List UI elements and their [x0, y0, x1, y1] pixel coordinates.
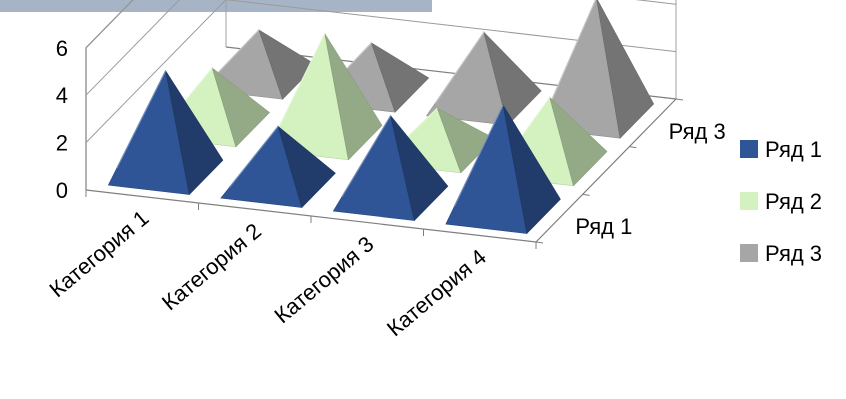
- pyramid-side-face: [483, 31, 542, 126]
- depth-tick: [629, 146, 637, 149]
- pyramid-side-face: [370, 42, 430, 113]
- pyramid: [445, 104, 561, 235]
- pyramid-side-face: [549, 96, 608, 187]
- category-label: Категория 1: [45, 205, 154, 302]
- legend-label: Ряд 3: [765, 241, 822, 266]
- pyramid-highlight: [228, 126, 279, 188]
- category-label: Категория 4: [382, 244, 491, 341]
- pyramid-side-face: [596, 0, 655, 139]
- pyramid-highlight: [341, 115, 392, 198]
- legend-swatch: [740, 192, 758, 210]
- pyramid-side-face: [324, 33, 383, 161]
- pyramid: [538, 0, 655, 139]
- pyramid-highlight: [275, 33, 326, 134]
- pyramid-highlight: [547, 0, 597, 110]
- pyramid: [266, 32, 383, 161]
- legend-swatch: [740, 140, 758, 158]
- depth-axis-labels: Ряд 1 Ряд 3: [575, 119, 725, 239]
- legend-swatch: [740, 244, 758, 262]
- pyramid-side-face: [165, 70, 224, 196]
- pyramid-side-face: [390, 115, 449, 222]
- x-axis-categories: Категория 1 Категория 2 Категория 3 Кате…: [45, 205, 491, 341]
- pyramid-side-face: [258, 29, 317, 100]
- depth-label: Ряд 3: [669, 119, 726, 144]
- pyramid-highlight: [434, 31, 485, 104]
- chart-pyramids: [107, 0, 655, 235]
- legend: Ряд 1 Ряд 2 Ряд 3: [740, 137, 822, 266]
- wall-edge: [85, 0, 134, 190]
- gridline: [85, 0, 677, 143]
- legend-label: Ряд 2: [765, 189, 822, 214]
- category-label: Категория 3: [270, 231, 379, 328]
- y-tick-label: 6: [56, 36, 68, 61]
- depth-tick: [675, 98, 684, 101]
- depth-tick: [535, 241, 544, 244]
- pyramid: [426, 31, 542, 126]
- legend-label: Ряд 1: [765, 137, 822, 162]
- pyramid-side-face: [436, 107, 495, 174]
- pyramid: [107, 69, 224, 196]
- pyramid-highlight: [116, 70, 167, 169]
- window-title-strip: [0, 0, 432, 12]
- pyramid-side-face: [277, 125, 336, 209]
- y-tick-label: 4: [56, 83, 68, 108]
- pyramid-side-face: [502, 104, 561, 235]
- depth-label: Ряд 1: [575, 214, 632, 239]
- pyramid: [332, 114, 449, 222]
- gridlines: [85, 0, 684, 249]
- pyramid-highlight: [453, 104, 504, 207]
- gridline: [85, 0, 134, 49]
- depth-tick: [582, 193, 590, 196]
- gridline: [85, 0, 677, 96]
- category-label: Категория 2: [157, 218, 266, 315]
- pyramid: [220, 125, 336, 209]
- y-tick-label: 2: [56, 131, 68, 156]
- y-tick-label: 0: [56, 178, 68, 203]
- pyramid-side-face: [211, 67, 270, 148]
- pyramid-highlight: [209, 29, 260, 82]
- y-axis-ticks: 0 2 4 6: [56, 36, 68, 203]
